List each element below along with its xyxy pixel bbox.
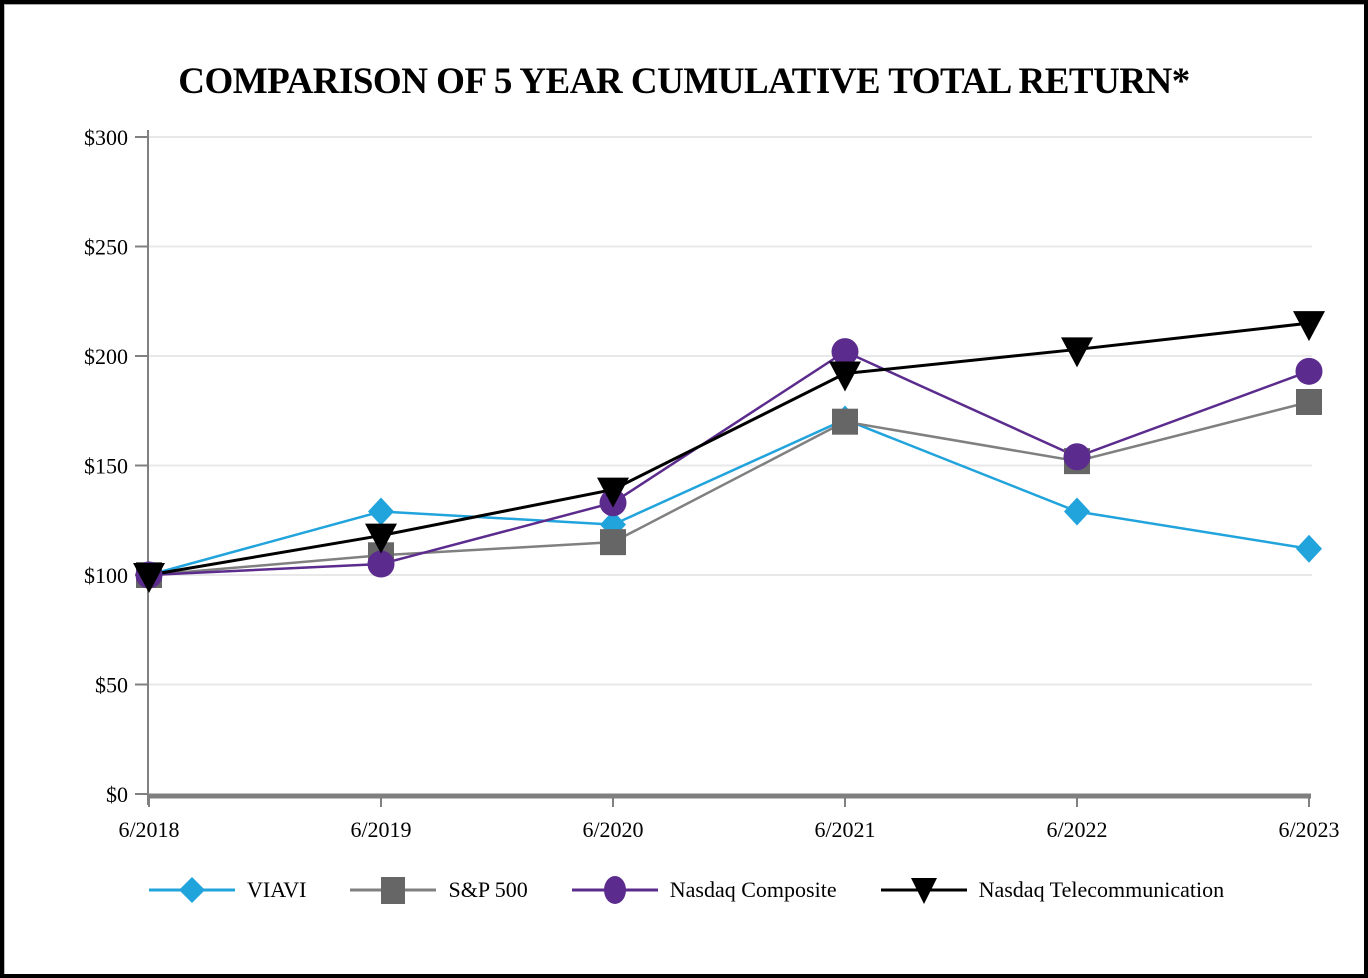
y-tick-label: $100 (84, 563, 128, 588)
nasdaq-composite-circle-marker-icon (571, 873, 658, 907)
sp500-square-marker-icon (350, 873, 437, 907)
y-tick-label: $50 (95, 673, 128, 698)
s-p-500-marker-point (832, 408, 858, 435)
legend-item-viavi: VIAVI (149, 873, 306, 907)
legend-label-viavi: VIAVI (247, 877, 307, 902)
nasdaq-composite-marker-point (831, 338, 859, 366)
legend-item-nasdaq-telecommunication: Nasdaq Telecommunication (880, 873, 1225, 907)
legend-label-nasdaq-composite: Nasdaq Composite (669, 877, 837, 902)
cumulative-return-line-chart: $0 $50 $100 $150 $200 $250 $300 6/2018 6/2019 6/2… (84, 125, 1340, 842)
x-tick-label: 6/2022 (1046, 817, 1107, 842)
viavi-marker-point (368, 497, 394, 526)
s-p-500-marker-point (1296, 388, 1322, 415)
viavi-marker-point (1064, 497, 1090, 526)
x-tick-label: 6/2023 (1278, 817, 1339, 842)
nasdaq-telecommunication-marker-point (133, 563, 165, 593)
legend-item-sp500: S&P 500 (350, 873, 528, 907)
series-line-viavi (148, 418, 1310, 577)
chart-title: COMPARISON OF 5 YEAR CUMULATIVE TOTAL RE… (178, 61, 1190, 102)
series-line-nasdaq-telecommunication (148, 321, 1310, 577)
legend-label-nasdaq-telecommunication: Nasdaq Telecommunication (978, 877, 1225, 902)
series-line-s-p-500 (148, 400, 1310, 577)
x-tick-label: 6/2018 (118, 817, 179, 842)
nasdaq-composite-marker-point (367, 550, 395, 578)
legend-item-nasdaq-composite: Nasdaq Composite (571, 873, 837, 907)
y-tick-label: $300 (84, 125, 128, 150)
y-tick-label: $250 (84, 235, 128, 260)
series-line-nasdaq-composite (148, 350, 1310, 577)
legend: VIAVI S&P 500 Nasdaq Composite (149, 873, 1224, 907)
x-tick-label: 6/2020 (582, 817, 643, 842)
nasdaq-telecommunication-marker-point (365, 523, 397, 554)
viavi-diamond-marker-icon (149, 873, 235, 907)
nasdaq-telecommunication-marker-point (1061, 337, 1093, 368)
y-tick-label: $150 (84, 454, 128, 479)
y-tick-label: $0 (106, 782, 128, 807)
x-tick-label: 6/2021 (814, 817, 875, 842)
s-p-500-marker-point (600, 529, 626, 556)
legend-label-sp500: S&P 500 (448, 877, 528, 902)
y-tick-label: $200 (84, 344, 128, 369)
nasdaq-telecommunication-marker-point (829, 361, 861, 392)
x-tick-label: 6/2019 (350, 817, 411, 842)
viavi-marker-point (1296, 534, 1322, 563)
nasdaq-telecommunication-marker-point (597, 477, 629, 508)
nasdaq-telecommunication-marker-point (1293, 311, 1325, 342)
nasdaq-telecommunication-triangle-marker-icon (880, 873, 967, 907)
nasdaq-composite-marker-point (1063, 443, 1091, 471)
nasdaq-composite-marker-point (1295, 357, 1323, 385)
